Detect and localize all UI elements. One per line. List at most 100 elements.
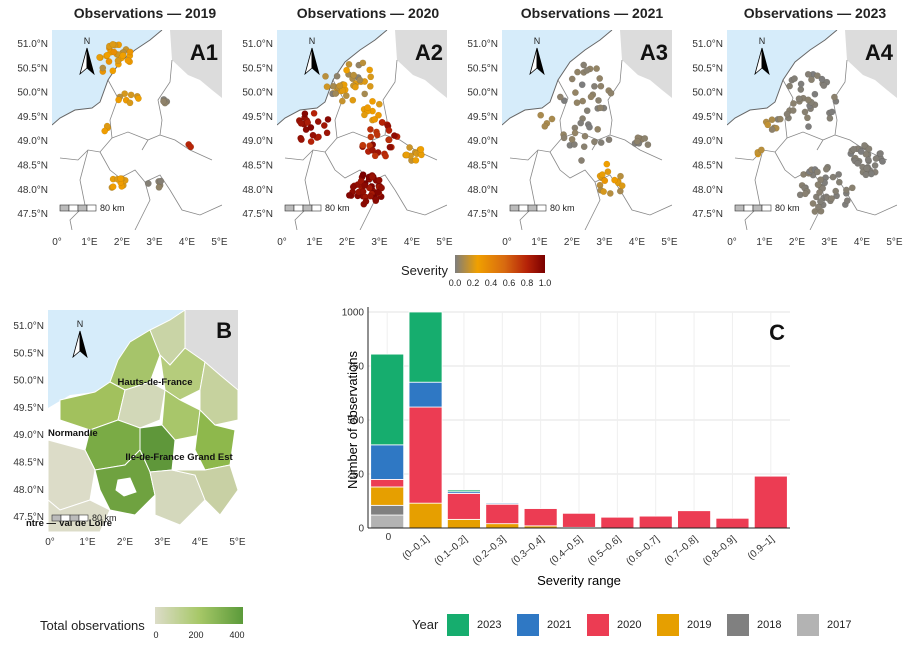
observation-point [808,76,815,84]
observation-point [359,171,367,179]
lat-tick-label: 50.5°N [467,63,498,74]
lon-tick-label: 1°E [306,237,323,248]
observation-point [378,184,386,192]
observation-point [797,80,805,88]
bar-segment-2018 [370,504,405,516]
lon-tick-label: 0° [52,237,62,248]
lat-tick-label: 50.0°N [467,88,498,99]
lon-tick-label: 1°E [81,237,98,248]
land-area [277,30,447,230]
bar-segment-2020 [753,475,788,529]
lon-tick-label: 0° [727,237,737,248]
observation-point [600,188,608,196]
observation-point [367,73,375,81]
map-title-2021: Observations — 2021 [520,5,664,21]
observation-point [339,87,347,94]
observation-point [560,134,568,142]
legend-label: 2021 [547,619,572,631]
lon-tick-label: 5°E [661,237,678,248]
north-label: N [534,36,541,46]
observation-point [791,75,798,82]
lat-tick-label: 50.0°N [242,88,273,99]
observation-point [828,195,836,203]
total-tick: 0 [153,630,158,640]
lon-tick-label: 4°E [179,237,196,248]
observation-point [830,93,838,101]
map-title-2020: Observations — 2020 [296,5,440,21]
severity-tick: 0.6 [503,278,516,288]
bar-segment-2020 [523,508,558,527]
legend-item-2018: 2018 [727,614,781,636]
bar-segment-2023 [447,489,481,493]
region-border [99,151,171,191]
region-label: Grand Est [187,452,233,463]
severity-tick: 1.0 [539,278,552,288]
observation-point [359,141,367,149]
lat-tick-label: 49.5°N [13,403,44,414]
observation-point [121,90,129,98]
observation-point [338,97,346,105]
bar-segment-2017 [370,514,405,529]
observation-point [795,95,803,103]
observation-point [601,177,609,185]
observation-point [816,189,823,196]
observation-point [598,171,606,179]
legend-item-2023: 2023 [447,614,501,636]
observation-point [865,145,873,153]
observation-point [412,156,420,164]
lon-tick-label: 2°E [564,237,581,248]
lat-tick-label: 49.0°N [242,136,273,147]
map-panel-b: 51.0°N 50.5°N 50.0°N 49.5°N 49.0°N 48.5°N 48.0… [13,310,246,548]
lat-tick-label: 48.0°N [242,185,273,196]
lon-tick-label: 3°E [596,237,613,248]
severity-tick: 0.0 [449,278,462,288]
land-area [502,30,672,230]
observation-point [324,116,332,123]
observation-point [127,91,135,99]
observation-point [322,72,329,80]
observation-point [541,122,549,130]
scale-bar-label: 80 km [100,203,125,213]
observation-point [359,59,367,67]
lon-tick-label: 2°E [114,237,131,248]
observation-point [320,122,328,129]
x-tick-label: (0.5–0.6] [586,534,623,568]
observation-point [804,70,812,78]
bar-segment-2020 [408,406,443,504]
observation-point [850,145,858,153]
observation-point [366,66,374,74]
observation-point [350,71,358,79]
observation-point [593,65,601,72]
observation-point [579,97,587,105]
lat-tick-label: 47.5°N [13,512,44,523]
observation-point [298,136,305,144]
north-label: N [77,319,84,329]
total-legend-title: Total observations [40,618,145,633]
observation-point [157,177,165,185]
legend-swatch [657,614,679,636]
region-polygon [115,477,137,497]
lon-tick-label: 0° [277,237,287,248]
lat-tick-label: 48.5°N [17,161,48,172]
bar-segment-2020 [485,503,520,525]
observation-point [366,142,374,150]
lat-tick-label: 49.5°N [692,112,723,123]
legend-label: 2023 [477,619,502,631]
neighbor-country [845,30,897,98]
observation-point [556,93,564,101]
observation-point [578,157,585,164]
observation-point [587,93,595,101]
observation-point [605,136,613,144]
observation-point [758,146,765,154]
region-border [844,189,897,216]
observation-point [826,114,834,122]
observation-point [835,178,843,186]
legend-label: 2017 [827,619,852,631]
lon-tick-label: 5°E [229,537,246,548]
observation-point [307,138,315,146]
legend-item-2021: 2021 [517,614,571,636]
observation-point [568,135,576,143]
lon-tick-label: 4°E [854,237,871,248]
region-label: ntre — Val de Loire [26,518,112,529]
lat-tick-label: 49.0°N [13,430,44,441]
